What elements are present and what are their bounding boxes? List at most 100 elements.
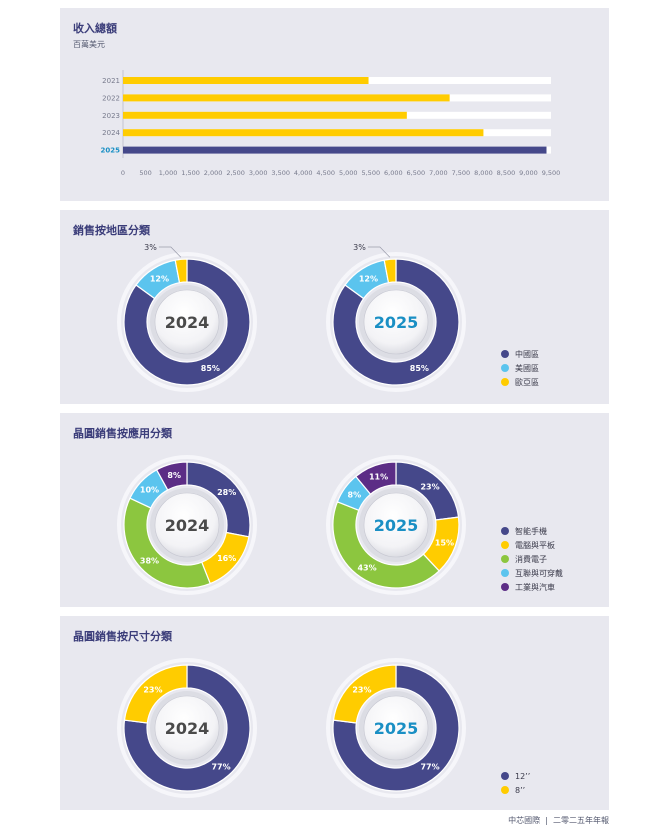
legend-dot xyxy=(501,364,509,372)
x-tick-label: 1,500 xyxy=(181,169,200,177)
legend-label: 智能手機 xyxy=(515,526,547,536)
application-panel: 晶圓銷售按應用分類 28% 16% 38% 10% 8% 2024 23% 15% 43% 8% 1… xyxy=(60,413,609,607)
slice-label: 23% xyxy=(352,685,371,694)
x-tick-label: 8,500 xyxy=(497,169,516,177)
region-panel: 銷售按地區分類 85% 12% 3% 2024 85% 12% 3% 2025 中國區 美國區歐… xyxy=(60,210,609,404)
application-title: 晶圓銷售按應用分類 xyxy=(73,427,172,440)
size-title: 晶圓銷售按尺寸分類 xyxy=(73,630,172,643)
donut-year-label: 2024 xyxy=(165,313,210,332)
x-tick-label: 8,000 xyxy=(474,169,493,177)
slice-label: 23% xyxy=(420,482,439,491)
legend-dot xyxy=(501,350,509,358)
legend-dot xyxy=(501,569,509,577)
donut-slice xyxy=(332,501,440,589)
donut-slice xyxy=(123,664,251,792)
slice-label: 23% xyxy=(143,685,162,694)
donut-year-label: 2025 xyxy=(374,313,419,332)
bar-category-label: 2022 xyxy=(102,94,120,102)
donut-halo xyxy=(326,658,466,798)
x-tick-label: 2,000 xyxy=(204,169,223,177)
application-donut-charts: 28% 16% 38% 10% 8% 2024 23% 15% 43% 8% 11% 2025 xyxy=(117,455,466,595)
x-tick-label: 2,500 xyxy=(226,169,245,177)
bar-category-label: 2023 xyxy=(102,112,120,120)
region-title: 銷售按地區分類 xyxy=(73,224,150,237)
x-tick-label: 3,000 xyxy=(249,169,268,177)
donut-center-disc xyxy=(363,695,429,761)
x-tick-label: 3,500 xyxy=(271,169,290,177)
slice-label: 11% xyxy=(369,473,388,482)
legend-item: 工業與汽車 xyxy=(501,580,563,594)
bar-category-label: 2025 xyxy=(101,147,121,155)
x-tick-label: 0 xyxy=(121,169,125,177)
legend-dot xyxy=(501,555,509,563)
size-panel: 晶圓銷售按尺寸分類 77% 23% 2024 77% 23% 2025 12’’ 8’’ xyxy=(60,616,609,810)
donut-slice xyxy=(354,461,397,496)
x-tick-label: 1,000 xyxy=(159,169,178,177)
legend-item: 智能手機 xyxy=(501,524,563,538)
legend-item: 互聯與可穿戴 xyxy=(501,566,563,580)
donut-year-label: 2025 xyxy=(374,719,419,738)
donut-center-disc xyxy=(154,492,220,558)
revenue-title: 收入總額 xyxy=(73,22,117,35)
size-donut-charts: 77% 23% 2024 77% 23% 2025 xyxy=(117,658,466,798)
donut-slice xyxy=(123,258,251,386)
bar-2024 xyxy=(123,129,484,137)
slice-label: 3% xyxy=(144,243,157,252)
x-tick-label: 6,500 xyxy=(407,169,426,177)
donut-year-label: 2024 xyxy=(165,719,210,738)
legend-item: 消費電子 xyxy=(501,552,563,566)
x-tick-label: 5,000 xyxy=(339,169,358,177)
footer-report: 二零二五年年報 xyxy=(553,816,609,825)
footer-separator: | xyxy=(542,816,551,825)
legend-item: 歐亞區 xyxy=(501,375,539,389)
donut-center-disc xyxy=(154,289,220,355)
slice-label: 10% xyxy=(140,486,159,495)
x-tick-label: 4,500 xyxy=(316,169,335,177)
legend-item: 美國區 xyxy=(501,361,539,375)
legend-label: 消費電子 xyxy=(515,554,547,564)
slice-label: 28% xyxy=(217,488,236,497)
x-tick-label: 500 xyxy=(139,169,151,177)
donut-slice xyxy=(383,258,397,284)
x-tick-label: 5,500 xyxy=(361,169,380,177)
bar-2022 xyxy=(123,94,450,102)
legend-dot xyxy=(501,541,509,549)
slice-label: 85% xyxy=(201,364,220,373)
x-tick-label: 7,500 xyxy=(452,169,471,177)
slice-label: 15% xyxy=(435,538,454,547)
donut-center-disc xyxy=(363,492,429,558)
legend-dot xyxy=(501,583,509,591)
donut-slice xyxy=(332,664,397,724)
donut-halo xyxy=(117,455,257,595)
legend-label: 電腦與平板 xyxy=(515,540,555,550)
footer-company: 中芯國際 xyxy=(508,816,541,825)
donut-slice xyxy=(332,664,460,792)
legend-item: 12’’ xyxy=(501,769,530,783)
slice-label: 85% xyxy=(410,364,429,373)
size-legend: 12’’ 8’’ xyxy=(501,769,530,797)
legend-dot xyxy=(501,378,509,386)
donut-halo xyxy=(117,658,257,798)
slice-label: 77% xyxy=(211,763,230,772)
donut-halo xyxy=(326,252,466,392)
footer: 中芯國際 | 二零二五年年報 xyxy=(508,815,609,826)
slice-callout-line xyxy=(367,246,391,258)
legend-label: 12’’ xyxy=(515,771,531,781)
slice-label: 3% xyxy=(353,243,366,252)
donut-slice xyxy=(123,664,188,724)
slice-callout-line xyxy=(158,246,182,258)
bar-2021 xyxy=(123,77,369,84)
slice-label: 8% xyxy=(348,491,362,500)
slice-label: 12% xyxy=(150,275,169,284)
legend-dot xyxy=(501,786,509,794)
legend-item: 電腦與平板 xyxy=(501,538,563,552)
x-tick-label: 9,500 xyxy=(542,169,561,177)
slice-label: 16% xyxy=(217,554,236,563)
revenue-panel: 收入總額 百萬美元 2021 2022 2023 2024 2025 0 500 1,000 1… xyxy=(60,8,609,201)
legend-label: 8’’ xyxy=(515,785,526,795)
x-tick-label: 7,000 xyxy=(429,169,448,177)
slice-label: 38% xyxy=(140,556,159,565)
legend-label: 美國區 xyxy=(515,363,539,373)
legend-label: 互聯與可穿戴 xyxy=(515,568,563,578)
revenue-bar-chart: 2021 2022 2023 2024 2025 0 500 1,000 1,500 2,000 2… xyxy=(101,70,561,177)
